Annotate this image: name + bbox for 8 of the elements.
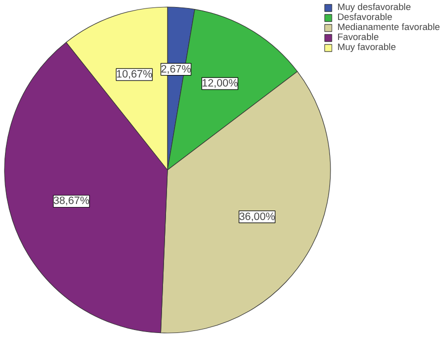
data-label: 36,00% xyxy=(238,210,276,223)
legend-label: Favorable xyxy=(337,32,379,42)
data-label: 12,00% xyxy=(202,78,238,90)
legend-label: Muy favorable xyxy=(337,42,396,52)
legend-label: Medianamente favorable xyxy=(337,22,440,32)
legend-label: Muy desfavorable xyxy=(337,2,411,12)
legend-label: Desfavorable xyxy=(337,12,392,22)
data-label: 10,67% xyxy=(116,68,153,81)
